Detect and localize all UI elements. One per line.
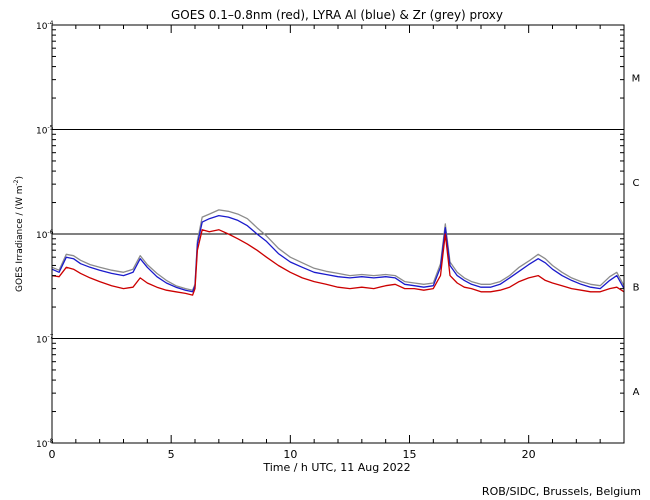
series-line xyxy=(51,229,625,296)
series-line xyxy=(51,209,625,291)
x-tick-label: 20 xyxy=(522,448,536,461)
flare-class-label: C xyxy=(633,178,640,189)
y-tick-label: 10-7 xyxy=(36,334,54,346)
y-tick-base: 10 xyxy=(36,22,48,32)
y-tick-exponent: -4 xyxy=(47,20,53,27)
x-tick-label: 10 xyxy=(283,448,297,461)
y-tick-label: 10-8 xyxy=(36,438,54,450)
y-tick-exponent: -7 xyxy=(47,334,53,341)
x-axis-label: Time / h UTC, 11 Aug 2022 xyxy=(262,461,410,474)
x-axis: 0 5 10 15 20 xyxy=(49,25,625,461)
y-tick-base: 10 xyxy=(36,127,48,137)
y-tick-exponent: -6 xyxy=(47,229,53,236)
y-axis-label-main: GOES Irradiance / (W m xyxy=(15,186,25,292)
x-tick-label: 15 xyxy=(403,448,417,461)
flare-class-lines xyxy=(52,129,624,339)
y-tick-label: 10-5 xyxy=(36,125,54,137)
y-tick-label: 10-4 xyxy=(36,20,54,32)
y-tick-exponent: -8 xyxy=(47,438,53,445)
y-axis-label-sup: -2 xyxy=(13,179,20,185)
y-axis-label: GOES Irradiance / (W m-2) xyxy=(13,176,25,292)
data-series xyxy=(51,209,625,296)
chart-title: GOES 0.1–0.8nm (red), LYRA Al (blue) & Z… xyxy=(171,8,503,22)
y-axis-label-end: ) xyxy=(15,176,25,180)
series-line xyxy=(51,214,625,293)
y-tick-label: 10-6 xyxy=(36,229,54,241)
x-tick-label: 0 xyxy=(49,448,56,461)
flare-class-label: M xyxy=(632,73,641,84)
y-tick-base: 10 xyxy=(36,336,48,346)
y-tick-base: 10 xyxy=(36,440,48,450)
y-tick-exponent: -5 xyxy=(47,125,53,132)
y-axis: 10-810-710-610-510-4 xyxy=(36,20,624,450)
credit-text: ROB/SIDC, Brussels, Belgium xyxy=(482,485,641,498)
x-tick-label: 5 xyxy=(168,448,175,461)
flare-class-label: A xyxy=(633,387,640,398)
flare-class-label: B xyxy=(633,282,640,293)
flare-class-labels: A B C M xyxy=(632,73,641,398)
y-tick-base: 10 xyxy=(36,231,48,241)
